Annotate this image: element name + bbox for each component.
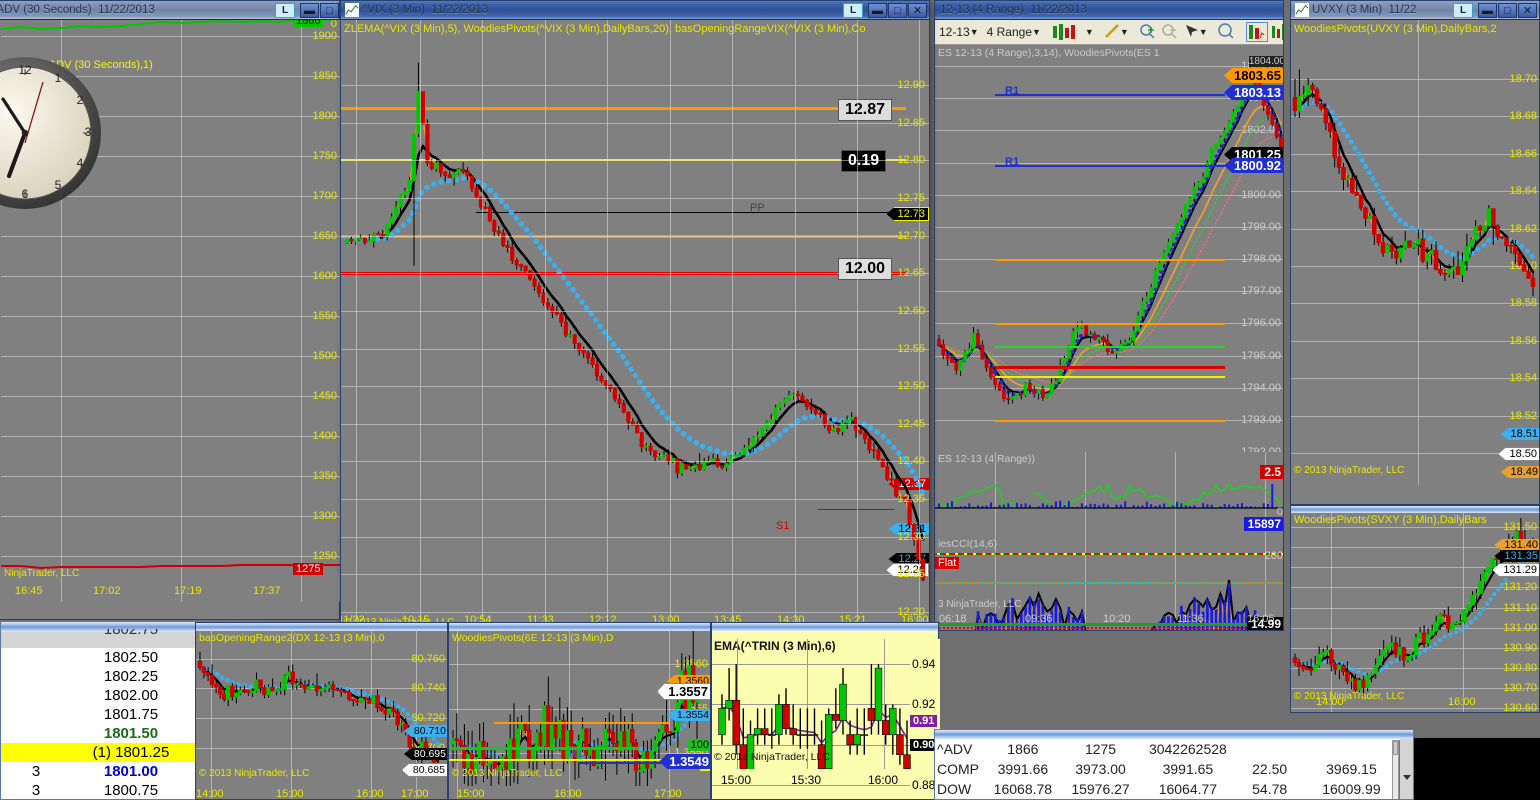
svg-text:5: 5 — [55, 178, 62, 192]
svg-text:3: 3 — [85, 125, 92, 139]
svg-text:2: 2 — [77, 93, 84, 107]
svg-text:4: 4 — [77, 156, 84, 170]
svg-text:1: 1 — [55, 71, 62, 85]
